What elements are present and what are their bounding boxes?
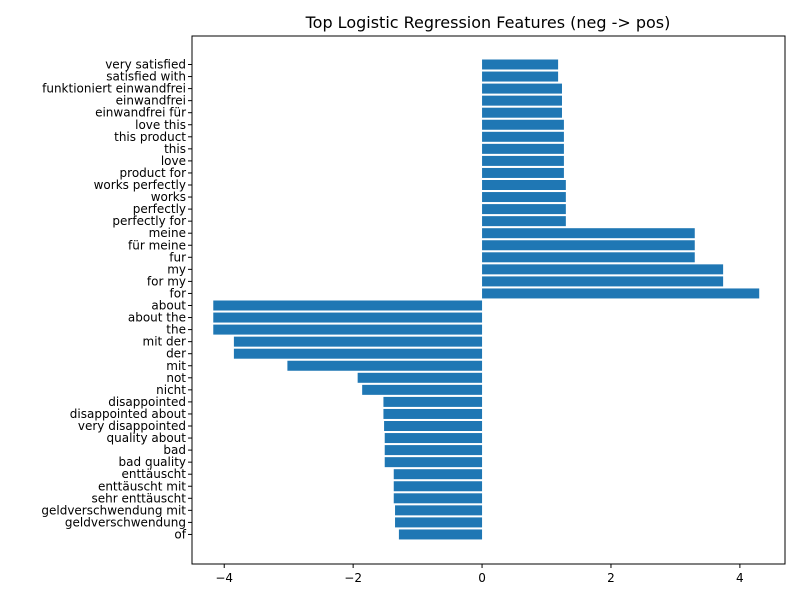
y-tick-label: enttäuscht mit (98, 479, 186, 493)
bar (482, 107, 562, 118)
bar (482, 131, 564, 142)
bar (482, 83, 562, 94)
y-tick-label: einwandfrei für (95, 106, 186, 120)
y-tick-label: nicht (156, 383, 186, 397)
y-tick-label: der (166, 347, 186, 361)
y-tick-label: this product (114, 130, 186, 144)
bar (384, 445, 483, 456)
y-tick-label: about (151, 299, 186, 313)
bar (482, 180, 566, 190)
bar (395, 517, 483, 528)
y-tick-label: bad (163, 443, 186, 457)
bar (482, 167, 564, 178)
bar (482, 71, 559, 82)
y-tick-label: love (161, 154, 186, 168)
bar (357, 372, 483, 383)
y-tick-label: love this (135, 118, 186, 132)
y-tick-label: for my (147, 274, 186, 288)
bar (482, 264, 724, 275)
bar (362, 384, 483, 395)
y-tick-label: works perfectly (94, 178, 186, 192)
bar (482, 228, 695, 239)
bar (213, 324, 483, 335)
y-tick-label: product for (120, 166, 187, 180)
y-tick-label: about the (128, 311, 186, 325)
y-tick-label: für meine (128, 238, 186, 252)
bar (482, 252, 695, 263)
y-tick-label: satisfied with (106, 70, 186, 84)
bar (213, 312, 483, 323)
y-tick-label: perfectly (133, 202, 186, 216)
y-tick-label: my (167, 262, 186, 276)
y-tick-label: mit der (143, 335, 187, 349)
y-tick-label: works (151, 190, 186, 204)
y-tick-label: for (170, 286, 187, 300)
bar (482, 276, 724, 287)
bar (233, 348, 483, 359)
bar (482, 192, 566, 203)
y-tick-label: very satisfied (105, 58, 186, 72)
bar (482, 288, 760, 299)
bar (398, 529, 483, 540)
bars-group (213, 59, 760, 540)
bar (482, 59, 559, 70)
bar (393, 493, 483, 504)
y-tick-label: geldverschwendung mit (41, 503, 186, 517)
bar (233, 336, 483, 347)
y-tick-label: meine (149, 226, 186, 240)
x-tick-label: −2 (344, 571, 362, 585)
x-tick-label: 2 (607, 571, 615, 585)
y-tick-label: this (164, 142, 186, 156)
bar (384, 457, 483, 468)
bar (395, 505, 483, 516)
bar (482, 155, 564, 166)
bar (393, 469, 483, 480)
bar (482, 240, 695, 251)
y-tick-label: enttäuscht (121, 467, 186, 481)
bar (383, 396, 483, 407)
y-tick-label: sehr enttäuscht (91, 491, 186, 505)
bar (213, 300, 483, 311)
y-tick-label: geldverschwendung (65, 515, 186, 529)
bar (482, 95, 562, 106)
y-tick-label: disappointed about (70, 407, 187, 421)
y-tick-label: the (166, 323, 186, 337)
bar (482, 143, 564, 154)
x-tick-label: 4 (736, 571, 744, 585)
y-tick-label: of (174, 527, 186, 541)
y-tick-label: perfectly for (112, 214, 186, 228)
x-tick-label: 0 (478, 571, 486, 585)
y-tick-label: funktioniert einwandfrei (42, 82, 186, 96)
y-tick-label: not (166, 371, 186, 385)
bar (287, 360, 483, 371)
y-tick-label: mit (166, 359, 186, 373)
bar (383, 408, 483, 419)
bar (482, 216, 566, 227)
x-ticks-group: −4 −2 0 2 4 (215, 564, 744, 585)
y-tick-label: disappointed (108, 395, 186, 409)
bar (393, 481, 483, 492)
bar (482, 204, 566, 215)
y-tick-label: fur (169, 250, 186, 264)
bar (482, 119, 564, 130)
y-tick-label: quality about (107, 431, 187, 445)
y-tick-label: very disappointed (78, 419, 186, 433)
chart-title: Top Logistic Regression Features (neg ->… (305, 13, 671, 32)
y-tick-label: bad quality (119, 455, 186, 469)
x-tick-label: −4 (215, 571, 233, 585)
bar (384, 433, 483, 444)
y-tick-label: einwandfrei (116, 94, 186, 108)
bar (384, 421, 483, 431)
plot-area-frame (191, 35, 786, 565)
